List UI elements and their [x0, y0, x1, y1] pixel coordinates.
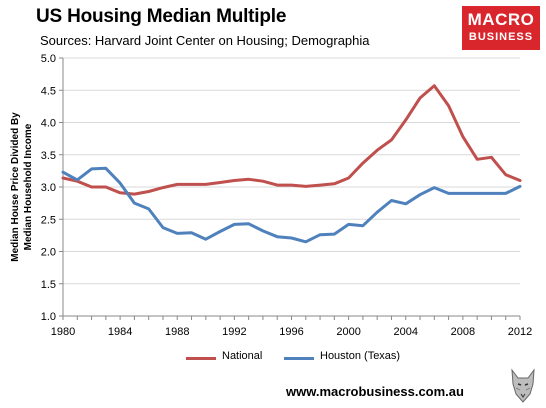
x-tick-labels: 1980 1984 1988 1992 1996 2000 2004 2008 2012: [51, 326, 532, 338]
y-tick-label: 1.0: [41, 311, 56, 323]
x-tick-label: 1980: [51, 326, 75, 338]
series-lines: [61, 84, 522, 244]
x-tick-label: 1988: [165, 326, 189, 338]
legend-swatch-houston: [284, 357, 314, 360]
legend-swatch-national: [186, 357, 216, 360]
logo-line-1: MACRO: [467, 10, 535, 29]
series-line-houston: [61, 166, 522, 244]
legend-label-houston: Houston (Texas): [320, 350, 401, 362]
axes: [59, 57, 521, 320]
x-tick-label: 1996: [279, 326, 303, 338]
chart-subtitle: Sources: Harvard Joint Center on Housing…: [40, 33, 370, 48]
y-tick-label: 3.0: [41, 182, 56, 194]
y-tick-label: 4.5: [41, 85, 56, 97]
y-tick-label: 2.0: [41, 247, 56, 259]
y-tick-labels: 1.0 1.5 2.0 2.5 3.0 3.5 4.0 4.5 5.0: [41, 53, 56, 323]
series-line-national: [61, 84, 522, 196]
logo-line-2: BUSINESS: [468, 31, 534, 43]
wolf-mascot-icon: [511, 368, 535, 403]
legend-label-national: National: [222, 350, 263, 362]
gridlines: [63, 57, 520, 317]
legend: National Houston (Texas): [0, 350, 546, 368]
y-tick-label: 4.0: [41, 118, 56, 130]
y-tick-label: 1.5: [41, 279, 56, 291]
x-tick-label: 1992: [222, 326, 246, 338]
y-tick-label: 2.5: [41, 214, 56, 226]
x-tick-label: 2012: [508, 326, 532, 338]
chart-title: US Housing Median Multiple: [36, 6, 287, 27]
x-tick-label: 1984: [108, 326, 132, 338]
y-tick-label: 3.5: [41, 150, 56, 162]
x-tick-label: 2008: [451, 326, 475, 338]
macrobusiness-logo: MACRO BUSINESS: [462, 6, 540, 50]
website-url: www.macrobusiness.com.au: [286, 384, 464, 399]
x-tick-label: 2000: [336, 326, 360, 338]
y-tick-label: 5.0: [41, 53, 56, 65]
line-chart: 1.0 1.5 2.0 2.5 3.0 3.5 4.0 4.5 5.0 1980 1984 1988…: [41, 53, 533, 338]
x-tick-label: 2004: [394, 326, 418, 338]
